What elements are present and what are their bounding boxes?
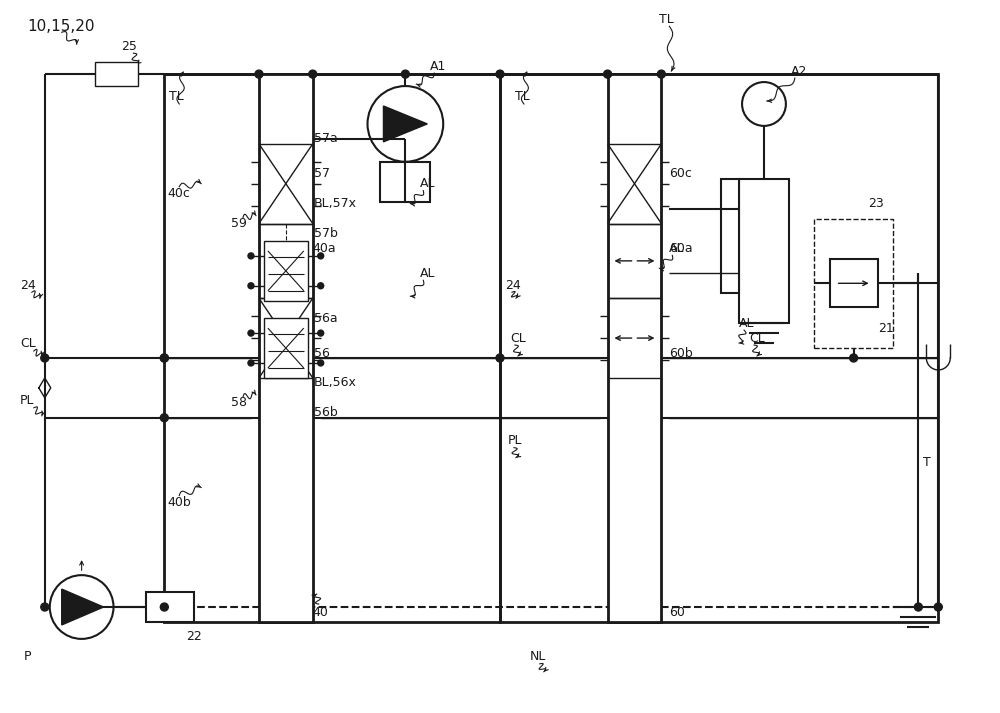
Text: 60c: 60c [669,168,692,180]
Bar [608,74,661,622]
Text: CL: CL [510,332,526,344]
Text: 57a: 57a [314,133,337,145]
Text: 59: 59 [231,217,247,230]
Text: AL: AL [669,242,685,255]
Text: CL: CL [749,332,765,344]
Polygon shape [62,589,104,625]
Text: 60a: 60a [669,242,693,255]
Circle shape [604,70,612,78]
Text: TL: TL [169,90,184,103]
Text: PL: PL [20,394,34,407]
Bar [830,260,878,307]
Circle shape [309,70,317,78]
Text: 40: 40 [313,605,329,618]
Bar [164,74,500,622]
Text: 56b: 56b [314,406,337,419]
Circle shape [160,603,168,611]
Text: 23: 23 [869,197,884,210]
Bar [608,223,661,298]
Text: BL,57x: BL,57x [314,197,357,210]
Circle shape [318,330,324,336]
Bar [259,74,313,622]
Text: TL: TL [515,90,530,103]
Text: PL: PL [508,434,522,447]
Circle shape [248,330,254,336]
Text: TL: TL [659,13,674,26]
Text: 24: 24 [20,279,36,292]
Circle shape [850,354,858,362]
Text: 10,15,20: 10,15,20 [27,19,94,34]
Circle shape [657,70,665,78]
Bar [608,144,661,223]
Circle shape [160,354,168,362]
Circle shape [496,354,504,362]
Text: CL: CL [20,337,36,349]
Circle shape [41,354,49,362]
Circle shape [401,70,409,78]
Circle shape [41,603,49,611]
Text: 40a: 40a [313,242,336,255]
Text: 40b: 40b [167,496,191,509]
Text: AL: AL [420,267,436,279]
Text: 60: 60 [669,605,685,618]
Text: 56: 56 [314,347,330,359]
Circle shape [160,354,168,362]
Text: 57b: 57b [314,227,338,240]
Text: P: P [24,650,31,663]
Bar [264,318,308,378]
Bar [721,179,739,293]
Text: BL,56x: BL,56x [314,376,357,389]
Circle shape [318,283,324,289]
Text: A2: A2 [791,65,807,78]
Bar [608,298,661,378]
Text: 21: 21 [879,322,894,334]
Bar [380,162,430,202]
Text: AL: AL [420,177,436,190]
Bar [259,144,313,223]
Circle shape [318,360,324,366]
Text: NL: NL [530,650,546,663]
Text: A1: A1 [430,60,447,73]
Text: 57: 57 [314,168,330,180]
Bar [259,223,313,298]
Circle shape [248,360,254,366]
Circle shape [255,70,263,78]
Bar [264,241,308,301]
Text: 56a: 56a [314,312,337,324]
Circle shape [248,283,254,289]
Bar [95,62,138,86]
Circle shape [160,414,168,422]
Text: AL: AL [739,317,755,329]
Bar [500,74,938,622]
Bar [739,179,789,323]
Circle shape [496,70,504,78]
Bar [259,298,313,378]
Text: 60b: 60b [669,347,693,359]
Text: 40c: 40c [167,187,190,200]
Bar [814,219,893,348]
Circle shape [934,603,942,611]
Text: 24: 24 [505,279,521,292]
Text: T: T [923,456,931,469]
Circle shape [248,253,254,259]
Polygon shape [383,106,427,142]
Text: 22: 22 [186,630,202,643]
Bar [146,592,194,622]
Text: 25: 25 [121,40,137,53]
Text: 58: 58 [231,396,247,409]
Circle shape [914,603,922,611]
Circle shape [318,253,324,259]
